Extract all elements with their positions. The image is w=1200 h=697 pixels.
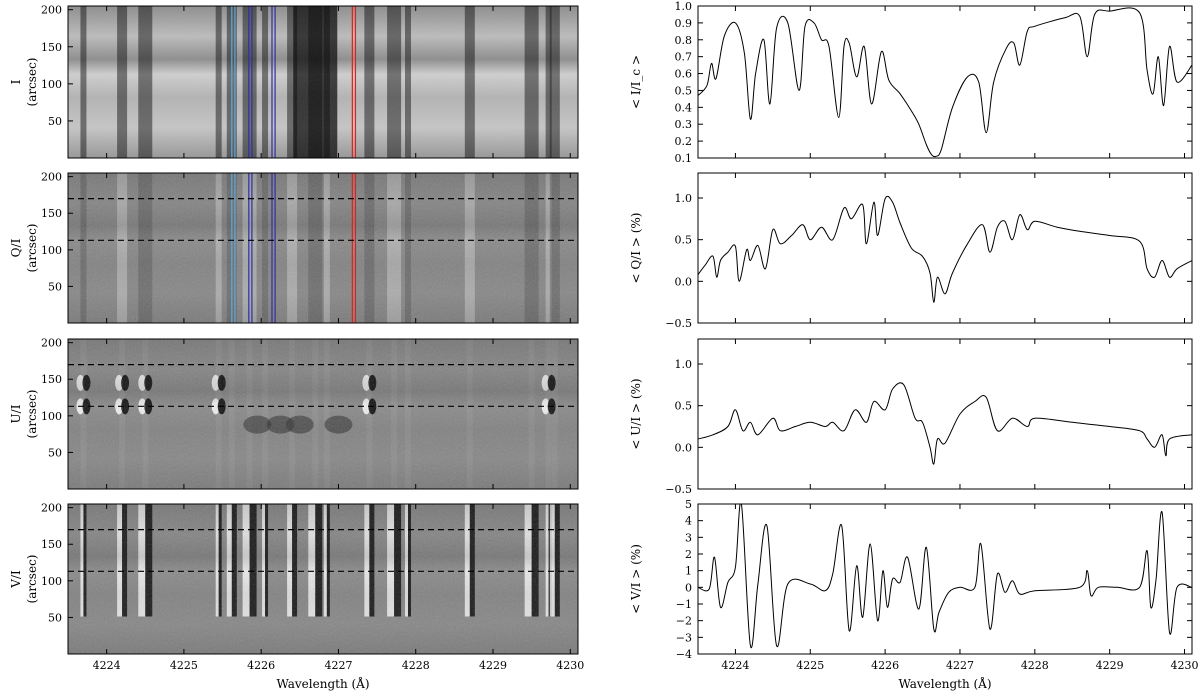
y-tick-label: 50 xyxy=(48,115,62,128)
y-axis-label: (arcsec) xyxy=(25,390,39,439)
y-tick-label: −4 xyxy=(676,648,692,661)
y-tick-label: 200 xyxy=(41,4,62,17)
profile-line xyxy=(698,504,1192,649)
y-tick-label: 0.1 xyxy=(675,152,693,165)
y-tick-label: 150 xyxy=(41,41,62,54)
y-tick-label: 200 xyxy=(41,337,62,350)
x-tick-label: 4228 xyxy=(402,659,430,672)
y-tick-label: 50 xyxy=(48,611,62,624)
y-tick-label: 5 xyxy=(685,498,692,511)
profile-panel-4: −4 −3 −2 −1 0 1 2 3 4 5 < V/I > (%) 4224 4225 4226 422… xyxy=(629,498,1199,691)
y-tick-label: 3 xyxy=(685,531,692,544)
y-tick-label: 0.5 xyxy=(675,400,693,413)
y-axis-label: (arcsec) xyxy=(25,555,39,604)
y-axis-label: V/I xyxy=(9,570,23,589)
y-axis-label: (arcsec) xyxy=(25,224,39,273)
panel-frame xyxy=(67,5,579,159)
y-tick-label: −1 xyxy=(676,598,692,611)
panel-frame xyxy=(697,503,1193,655)
y-tick-label: 0.6 xyxy=(675,68,693,81)
image-panel-4: 50 100 150 200 V/I (arcsec) 4224 4225 4226 4227 42… xyxy=(9,502,584,691)
y-tick-label: 100 xyxy=(41,244,62,257)
y-axis-label: < U/I > (%) xyxy=(629,378,643,449)
y-axis-label: (arcsec) xyxy=(25,58,39,107)
y-tick-label: −2 xyxy=(676,615,692,628)
y-tick-label: 0.9 xyxy=(675,17,693,30)
x-tick-label: 4226 xyxy=(871,659,899,672)
y-tick-label: 0.3 xyxy=(675,118,693,131)
x-axis-label: Wavelength (Å) xyxy=(276,676,369,691)
y-tick-label: 0.4 xyxy=(675,101,693,114)
x-tick-label: 4229 xyxy=(1096,659,1124,672)
x-tick-label: 4224 xyxy=(93,659,121,672)
y-tick-label: −3 xyxy=(676,631,692,644)
y-tick-label: 100 xyxy=(41,78,62,91)
panel-frame xyxy=(67,172,579,324)
y-tick-label: 2 xyxy=(685,548,692,561)
y-tick-label: 0.0 xyxy=(675,441,693,454)
x-tick-label: 4227 xyxy=(946,659,974,672)
y-tick-label: 0.7 xyxy=(675,51,693,64)
y-tick-label: 1.0 xyxy=(675,0,693,13)
x-tick-label: 4229 xyxy=(479,659,507,672)
x-tick-label: 4224 xyxy=(721,659,749,672)
image-panel-3: 50 100 150 200 U/I (arcsec) xyxy=(9,337,579,490)
x-tick-label: 4225 xyxy=(796,659,824,672)
y-axis-label: < V/I > (%) xyxy=(629,544,643,614)
y-axis-label: I xyxy=(9,79,23,84)
x-tick-label: 4225 xyxy=(170,659,198,672)
y-axis-label: Q/I xyxy=(9,238,23,257)
y-tick-label: 0.5 xyxy=(675,234,693,247)
profile-panel-2: −0.5 0.0 0.5 1.0 < Q/I > (%) xyxy=(629,172,1193,330)
y-axis-label: < I/I_c > xyxy=(629,55,643,109)
y-axis-label: < Q/I > (%) xyxy=(629,213,643,284)
profile-line xyxy=(698,7,1192,158)
x-tick-label: 4228 xyxy=(1021,659,1049,672)
y-tick-label: 100 xyxy=(41,575,62,588)
panel-frame xyxy=(697,172,1193,324)
y-tick-label: 1.0 xyxy=(675,358,693,371)
x-tick-label: 4230 xyxy=(556,659,584,672)
y-tick-label: 100 xyxy=(41,410,62,423)
profile-line xyxy=(698,195,1192,303)
y-tick-label: 50 xyxy=(48,280,62,293)
profile-panels: 0.1 0.2 0.3 0.4 0.5 0.6 0.7 0.8 0.9 1.0 < I/I_c > −… xyxy=(629,0,1199,691)
y-tick-label: −0.5 xyxy=(665,483,692,496)
profile-line xyxy=(698,382,1192,465)
y-tick-label: 1 xyxy=(685,565,692,578)
y-tick-label: 4 xyxy=(685,515,692,528)
image-panel-2: 50 100 150 200 Q/I (arcsec) xyxy=(9,171,579,324)
x-axis-label: Wavelength (Å) xyxy=(898,676,991,691)
profile-panel-1: 0.1 0.2 0.3 0.4 0.5 0.6 0.7 0.8 0.9 1.0 < I/I_c > xyxy=(629,0,1193,165)
panel-frame xyxy=(67,503,579,655)
y-tick-label: 50 xyxy=(48,446,62,459)
y-tick-label: 150 xyxy=(41,538,62,551)
panel-frame xyxy=(697,338,1193,490)
x-tick-label: 4226 xyxy=(247,659,275,672)
y-tick-label: 0.2 xyxy=(675,135,693,148)
profile-panel-3: −0.5 0.0 0.5 1.0 < U/I > (%) xyxy=(629,338,1193,496)
y-tick-label: −0.5 xyxy=(665,317,692,330)
y-tick-label: 0 xyxy=(685,581,692,594)
y-tick-label: 150 xyxy=(41,373,62,386)
y-tick-label: 0.0 xyxy=(675,275,693,288)
x-tick-label: 4227 xyxy=(324,659,352,672)
y-tick-label: 200 xyxy=(41,171,62,184)
panel-frame xyxy=(67,338,579,490)
image-panel-1: 50 100 150 200 I (arcsec) xyxy=(9,4,579,159)
panel-frame xyxy=(697,5,1193,159)
y-tick-label: 150 xyxy=(41,207,62,220)
y-tick-label: 200 xyxy=(41,502,62,515)
y-axis-label: U/I xyxy=(9,404,23,423)
y-tick-label: 0.8 xyxy=(675,34,693,47)
y-tick-label: 1.0 xyxy=(675,192,693,205)
y-tick-label: 0.5 xyxy=(675,84,693,97)
x-tick-label: 4230 xyxy=(1171,659,1199,672)
